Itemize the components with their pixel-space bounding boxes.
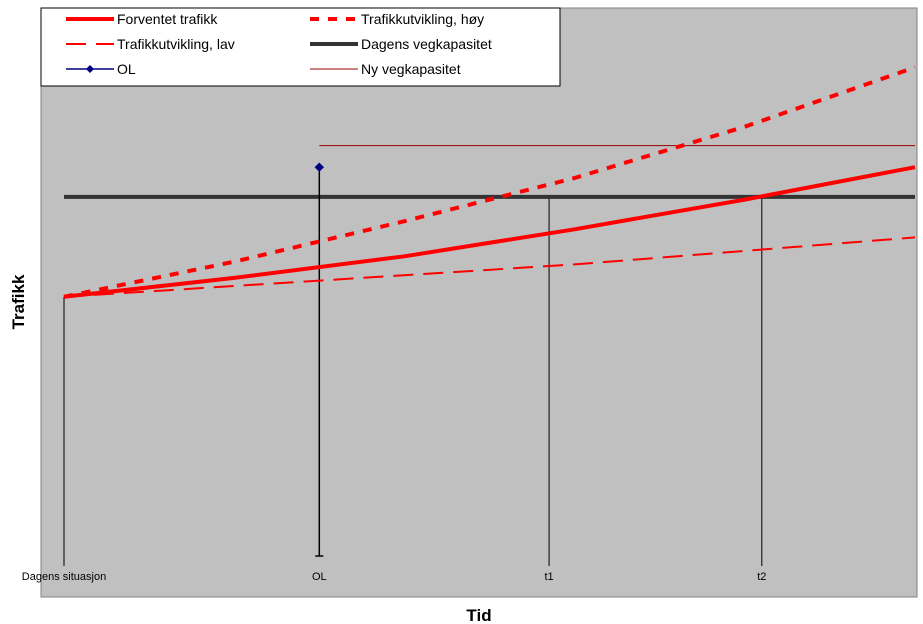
- category-label-0: Dagens situasjon: [22, 571, 106, 583]
- legend-item-forventet-trafikk: Forventet trafikk: [66, 11, 218, 27]
- x-axis-label: Tid: [466, 606, 491, 624]
- legend-label: Trafikkutvikling, lav: [117, 36, 235, 52]
- y-axis-label: Trafikk: [9, 274, 28, 329]
- category-label-1: OL: [312, 571, 327, 583]
- series-trafikkutvikling-høy: [63, 65, 916, 299]
- series-trafikkutvikling-lav: [63, 236, 916, 298]
- legend-box: [40, 7, 561, 87]
- category-label-2: t1: [544, 571, 553, 583]
- legend-label: Ny vegkapasitet: [361, 61, 461, 77]
- legend-label: Forventet trafikk: [117, 11, 218, 27]
- legend-label: OL: [117, 61, 136, 77]
- legend-item-ol: OL: [66, 61, 136, 77]
- legend-item-dagens-vegkapasitet: Dagens vegkapasitet: [310, 36, 492, 52]
- legend-label: Trafikkutvikling, høy: [361, 11, 484, 27]
- legend-label: Dagens vegkapasitet: [361, 36, 492, 52]
- legend-item-trafikkutvikling-lav: Trafikkutvikling, lav: [66, 36, 235, 52]
- series-forventet-trafikk: [63, 165, 916, 299]
- plot-area: [40, 7, 918, 598]
- category-label-3: t2: [757, 571, 766, 583]
- legend: Forventet trafikk Trafikkutvikling, høy Tr…: [40, 7, 561, 87]
- legend-item-trafikkutvikling-høy: Trafikkutvikling, høy: [310, 11, 484, 27]
- ol-marker-point: [314, 162, 325, 172]
- legend-marker: [86, 65, 94, 73]
- legend-item-ny-vegkapasitet: Ny vegkapasitet: [310, 61, 461, 77]
